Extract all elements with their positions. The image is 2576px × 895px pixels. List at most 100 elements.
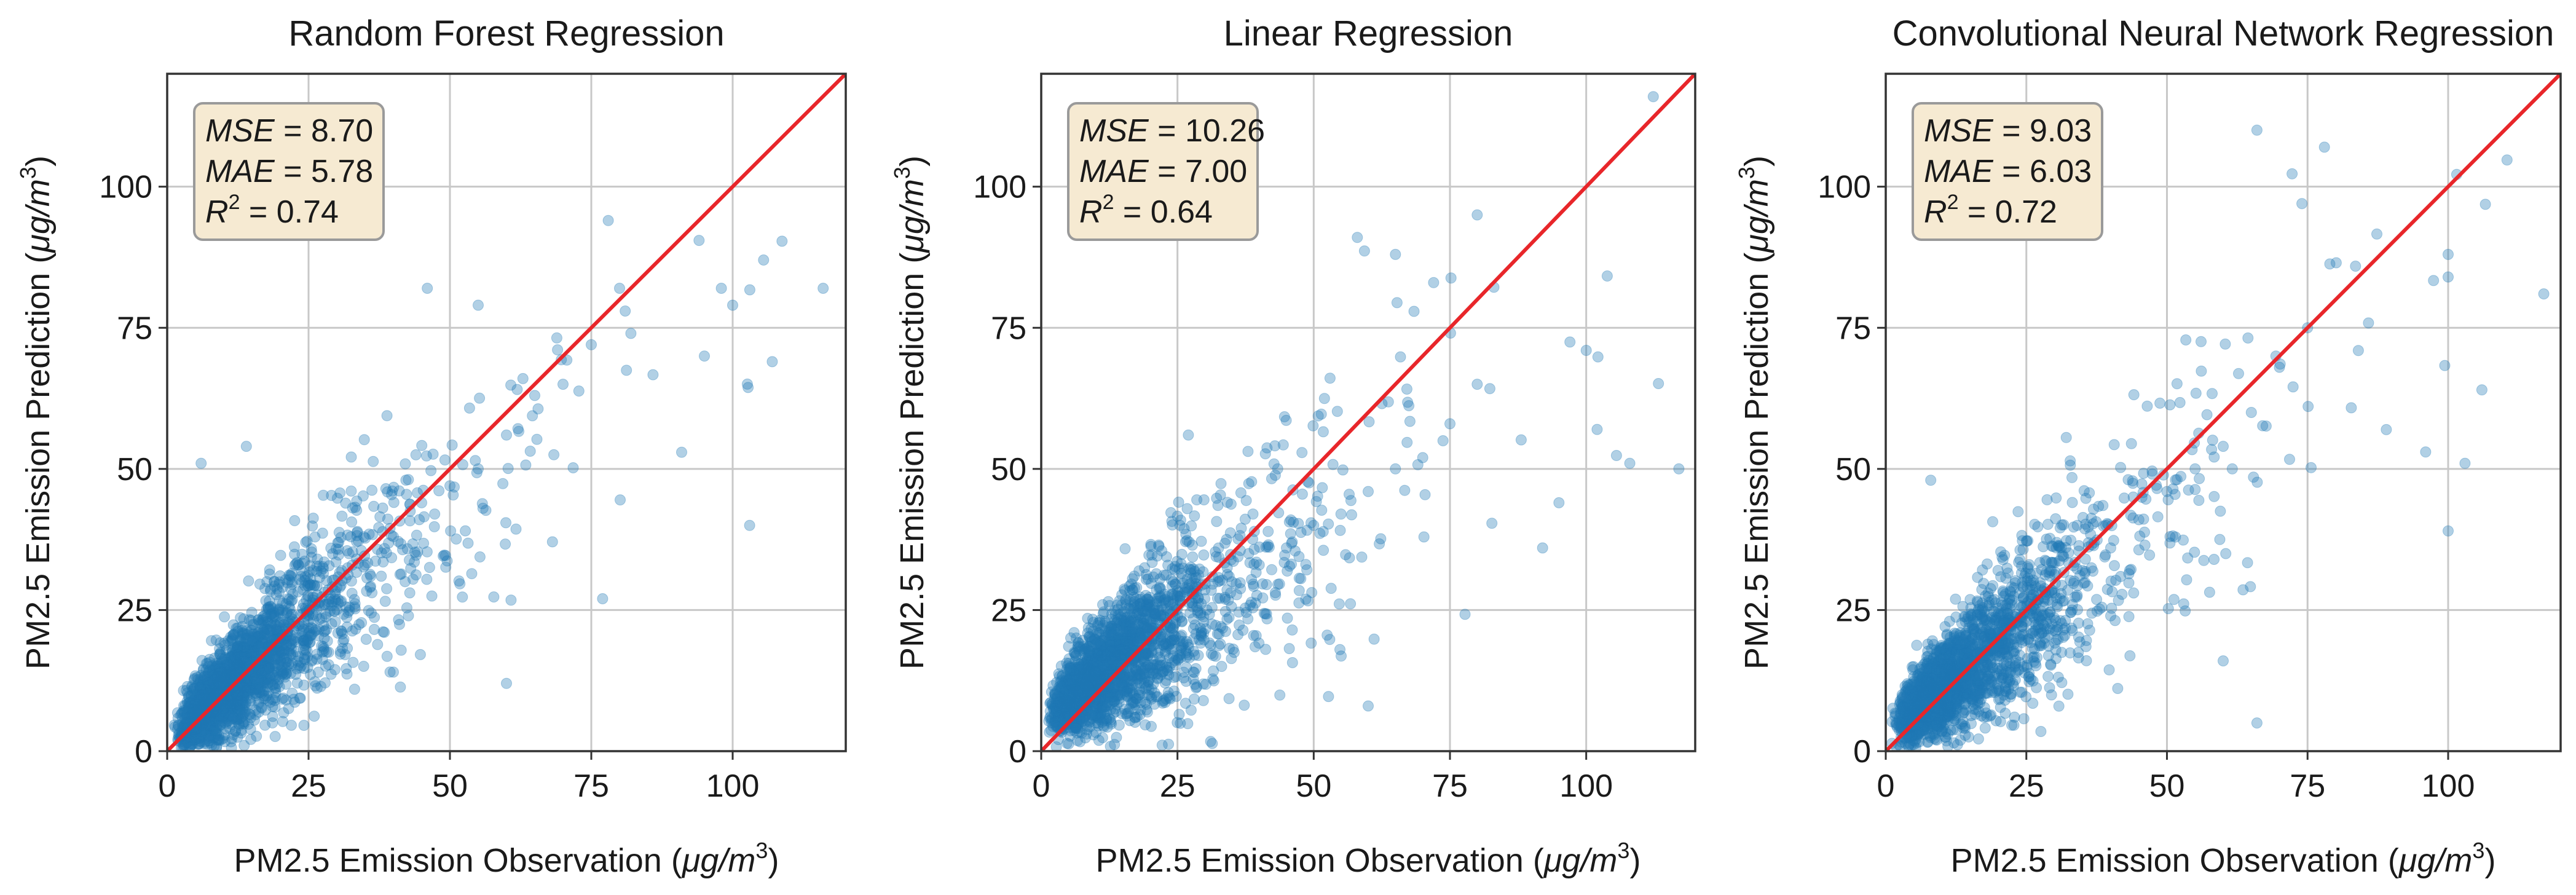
- scatter-point: [441, 555, 453, 567]
- scatter-point: [1240, 495, 1252, 507]
- scatter-point: [234, 704, 246, 716]
- scatter-point: [201, 738, 213, 750]
- scatter-point: [300, 644, 312, 656]
- scatter-point: [296, 625, 307, 637]
- scatter-point: [186, 712, 198, 723]
- scatter-point: [286, 594, 298, 605]
- scatter-point: [187, 711, 199, 723]
- chart-title: Random Forest Regression: [288, 14, 724, 53]
- scatter-point: [293, 651, 304, 663]
- scatter-point: [226, 650, 238, 661]
- scatter-point: [327, 548, 339, 559]
- scatter-point: [316, 640, 328, 652]
- scatter-point: [223, 702, 235, 714]
- scatter-point: [326, 596, 338, 607]
- scatter-point: [190, 698, 202, 709]
- scatter-point: [291, 677, 303, 689]
- scatter-point: [1211, 516, 1223, 527]
- scatter-point: [254, 687, 266, 699]
- scatter-point: [382, 513, 393, 525]
- scatter-point: [284, 611, 296, 623]
- scatter-point: [1164, 692, 1175, 704]
- scatter-point: [693, 235, 705, 246]
- y-tick-label: 100: [973, 170, 1026, 205]
- scatter-point: [500, 517, 511, 529]
- scatter-point: [647, 369, 659, 380]
- scatter-point: [202, 677, 214, 688]
- scatter-point: [192, 706, 203, 718]
- metric-mae: MAE = 7.00: [1079, 154, 1247, 189]
- scatter-point: [200, 693, 212, 705]
- scatter-point: [1247, 508, 1259, 520]
- scatter-point: [473, 299, 484, 311]
- scatter-point: [1352, 232, 1363, 243]
- scatter-point: [411, 529, 422, 541]
- scatter-point: [341, 612, 353, 623]
- y-tick-label: 0: [135, 734, 152, 770]
- scatter-point: [247, 679, 259, 690]
- scatter-point: [1084, 647, 1095, 658]
- scatter-point: [217, 706, 229, 717]
- scatter-point: [1094, 695, 1106, 707]
- scatter-point: [620, 306, 631, 317]
- scatter-point: [206, 682, 218, 694]
- scatter-point: [210, 706, 221, 717]
- scatter-point: [216, 707, 227, 719]
- scatter-point: [235, 696, 246, 708]
- scatter-point: [199, 671, 210, 682]
- chart-title: Linear Regression: [1224, 14, 1513, 53]
- scatter-point: [1323, 691, 1334, 703]
- scatter-point: [274, 651, 285, 663]
- scatter-point: [250, 672, 261, 684]
- scatter-point: [1149, 698, 1160, 710]
- scatter-point: [248, 641, 259, 652]
- scatter-point: [285, 643, 297, 655]
- scatter-point: [221, 716, 233, 727]
- scatter-point: [205, 725, 216, 737]
- scatter-point: [273, 644, 285, 656]
- scatter-point: [245, 646, 257, 658]
- scatter-point: [205, 684, 217, 695]
- scatter-point: [2306, 462, 2317, 473]
- scatter-point: [394, 569, 406, 580]
- scatter-point: [474, 392, 486, 404]
- scatter-point: [238, 691, 250, 703]
- x-tick-label: 100: [1559, 768, 1613, 804]
- scatter-point: [224, 723, 235, 735]
- scatter-point: [1317, 426, 1329, 438]
- scatter-point: [358, 661, 369, 672]
- scatter-point: [1103, 600, 1115, 612]
- scatter-point: [625, 328, 637, 339]
- scatter-point: [186, 738, 197, 750]
- scatter-point: [202, 735, 214, 747]
- scatter-point: [240, 682, 251, 694]
- scatter-point: [184, 696, 196, 708]
- scatter-point: [296, 577, 308, 588]
- scatter-point: [211, 709, 223, 720]
- scatter-point: [186, 709, 197, 721]
- scatter-point: [230, 690, 242, 701]
- scatter-point: [219, 652, 231, 663]
- scatter-point: [1113, 719, 1125, 731]
- scatter-point: [218, 671, 229, 682]
- scatter-point: [293, 559, 304, 570]
- scatter-point: [347, 625, 358, 637]
- scatter-point: [193, 692, 205, 704]
- scatter-point: [225, 655, 236, 667]
- scatter-point: [173, 719, 184, 731]
- scatter-point: [360, 634, 372, 645]
- scatter-point: [1187, 551, 1199, 563]
- scatter-point: [497, 478, 509, 489]
- scatter-point: [219, 680, 231, 692]
- scatter-point: [207, 678, 219, 690]
- scatter-point: [247, 631, 258, 642]
- x-tick-label: 25: [1160, 768, 1195, 804]
- scatter-point: [193, 696, 205, 708]
- scatter-point: [254, 617, 266, 629]
- scatter-point: [1050, 716, 1061, 727]
- scatter-point: [423, 562, 435, 574]
- scatter-point: [333, 543, 344, 555]
- scatter-point: [266, 619, 277, 631]
- scatter-point: [332, 537, 344, 548]
